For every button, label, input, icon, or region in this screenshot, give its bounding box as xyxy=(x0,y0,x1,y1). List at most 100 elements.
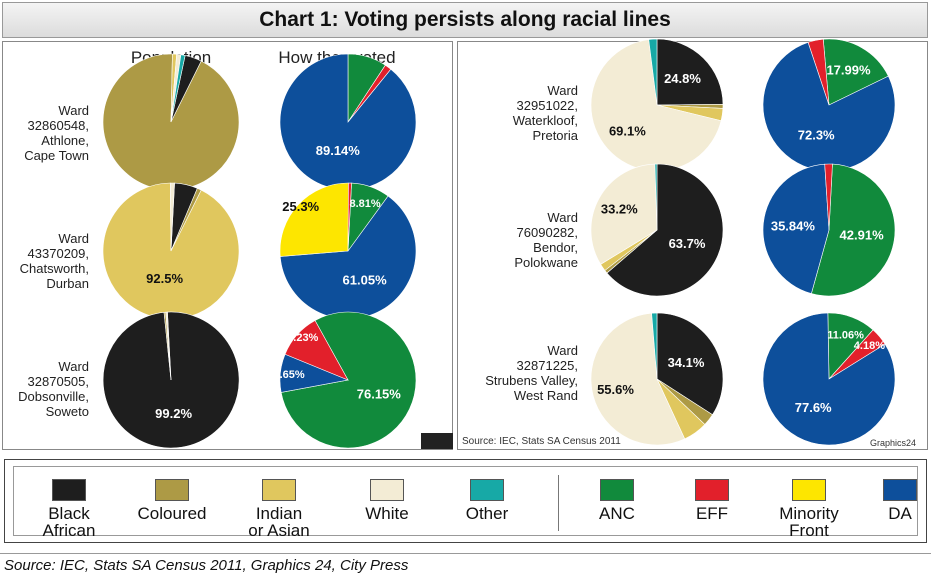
pie-value-label: 8.81% xyxy=(349,198,380,210)
pie-value-label: 24.8% xyxy=(664,71,701,86)
legend-label: Black African xyxy=(42,504,96,540)
pie-value-label: 72.3% xyxy=(798,127,835,142)
ward-label: Ward 32860548, Athlone, Cape Town xyxy=(24,103,89,163)
pie-value-label: 34.1% xyxy=(668,355,705,370)
pie-chart xyxy=(102,53,240,191)
ward-label: Ward 76090282, Bendor, Polokwane xyxy=(514,210,578,270)
pie-slice-white xyxy=(590,312,686,446)
legend-swatch xyxy=(792,479,826,501)
pie-value-label: 35.84% xyxy=(771,218,816,233)
pie-slice-black-african xyxy=(606,163,724,297)
source-footer: Source: IEC, Stats SA Census 2011, Graph… xyxy=(0,553,931,579)
pie-value-label: 17.99% xyxy=(826,63,871,78)
pie-value-label: 8.65% xyxy=(273,369,304,381)
pie-slice-anc xyxy=(822,38,889,106)
legend-item-anc: ANC xyxy=(562,467,672,522)
pie-slice-minority-front xyxy=(279,182,349,257)
pie-slice-other xyxy=(654,163,658,231)
pie-value-label: 76.15% xyxy=(357,387,402,402)
legend-swatch xyxy=(370,479,404,501)
legend-swatch xyxy=(600,479,634,501)
legend-label: EFF xyxy=(695,504,729,523)
legend-swatch xyxy=(262,479,296,501)
pie-slice-da xyxy=(762,312,896,446)
chart-title: Chart 1: Voting persists along racial li… xyxy=(2,2,928,38)
legend-swatch xyxy=(155,479,189,501)
legend-item-white: White xyxy=(332,467,442,522)
ward-label: Ward 32870505, Dobsonville, Soweto xyxy=(18,359,89,419)
decorative-block xyxy=(421,433,453,449)
pie-chart: 11.06%4.18% 77.6% xyxy=(762,312,896,446)
pie-chart: 42.91% 35.84% xyxy=(762,163,896,297)
pie-value-label: 92.5% xyxy=(146,271,183,286)
pie-value-label: 69.1% xyxy=(609,123,646,138)
pie-slice-white xyxy=(169,182,175,252)
legend-item-eff: EFF xyxy=(657,467,767,522)
pie-value-label: 10.23% xyxy=(281,332,319,344)
legend-label: Minority Front xyxy=(779,504,839,540)
pie-slice-other xyxy=(170,54,186,123)
legend-item-other: Other xyxy=(432,467,542,522)
pie-slice-eff xyxy=(807,38,830,106)
graphics-credit: Graphics24 xyxy=(870,438,917,448)
pie-value-label: 42.91% xyxy=(840,227,885,242)
legend: Black African Coloured Indian or Asian White O… xyxy=(4,459,927,543)
legend-item-da: DA xyxy=(845,467,931,522)
pie-chart: 76.15% 8.65% 10.23% xyxy=(273,311,417,449)
pie-slice-black-african xyxy=(656,38,724,106)
pie-slice-da xyxy=(762,42,896,172)
pie-chart: 24.8% 69.1% xyxy=(590,38,724,172)
pie-value-label: 4.18% xyxy=(854,340,885,352)
pie-value-label: 63.7% xyxy=(669,236,706,251)
pie-slice-white xyxy=(165,311,172,381)
inner-source: Source: IEC, Stats SA Census 2011 xyxy=(462,436,621,447)
legend-label: Indian or Asian xyxy=(248,504,310,540)
pie-slice-eff xyxy=(347,182,352,252)
pie-chart: 99.2% xyxy=(102,311,240,449)
legend-swatch xyxy=(883,479,917,501)
ward-label: Ward 43370209, Chatsworth, Durban xyxy=(19,231,89,291)
pie-slice-eff xyxy=(824,163,833,231)
legend-swatch xyxy=(470,479,504,501)
pie-slice-da xyxy=(279,195,417,320)
pie-charts: 89.14% 92.5% 8.81% 61.05% 25.3% 99.2% 76.15% 8.… xyxy=(102,38,896,449)
pie-value-label: 99.2% xyxy=(155,406,192,421)
legend-label: White xyxy=(365,504,409,523)
pie-value-label: 11.06% xyxy=(827,330,864,342)
legend-label: DA xyxy=(888,504,912,523)
pie-chart: 63.7% 33.2% xyxy=(590,163,724,297)
ward-label: Ward 32951022, Waterkloof, Pretoria xyxy=(512,83,578,143)
ward-label: Ward 32871225, Strubens Valley, West Rand xyxy=(485,343,578,403)
pie-slice-white xyxy=(590,39,722,172)
pie-value-label: 61.05% xyxy=(343,273,388,288)
legend-item-minority-front: Minority Front xyxy=(754,467,864,539)
pie-chart: 34.1% 55.6% xyxy=(590,312,724,446)
pie-chart: 92.5% xyxy=(102,182,240,320)
pie-value-label: 77.6% xyxy=(795,400,832,415)
legend-label: Other xyxy=(465,504,509,523)
legend-item-indian-or-asian: Indian or Asian xyxy=(224,467,334,539)
legend-label: ANC xyxy=(599,504,635,523)
legend-item-black-african: Black African xyxy=(14,467,124,539)
pie-chart: 17.99% 72.3% xyxy=(762,38,896,172)
pie-chart: 8.81% 61.05% 25.3% xyxy=(279,182,417,320)
pie-slice-anc xyxy=(811,163,896,297)
legend-box: Black African Coloured Indian or Asian White O… xyxy=(13,466,918,539)
pie-value-label: 89.14% xyxy=(316,143,361,158)
pie-slice-other xyxy=(648,38,658,106)
pie-slice-other xyxy=(651,312,658,380)
pie-slice-da xyxy=(279,53,417,191)
pie-slice-eff xyxy=(284,320,349,381)
legend-swatch xyxy=(695,479,729,501)
legend-divider xyxy=(558,475,559,531)
pie-value-label: 55.6% xyxy=(597,382,634,397)
legend-item-coloured: Coloured xyxy=(117,467,227,522)
pie-slice-black-african xyxy=(102,311,240,449)
pie-slice-da xyxy=(762,163,830,294)
pie-chart: 89.14% xyxy=(279,53,417,191)
pie-value-label: 33.2% xyxy=(601,202,638,217)
legend-swatch xyxy=(52,479,86,501)
pie-slice-white xyxy=(590,163,658,265)
legend-label: Coloured xyxy=(137,504,207,523)
pie-value-label: 25.3% xyxy=(282,199,319,214)
